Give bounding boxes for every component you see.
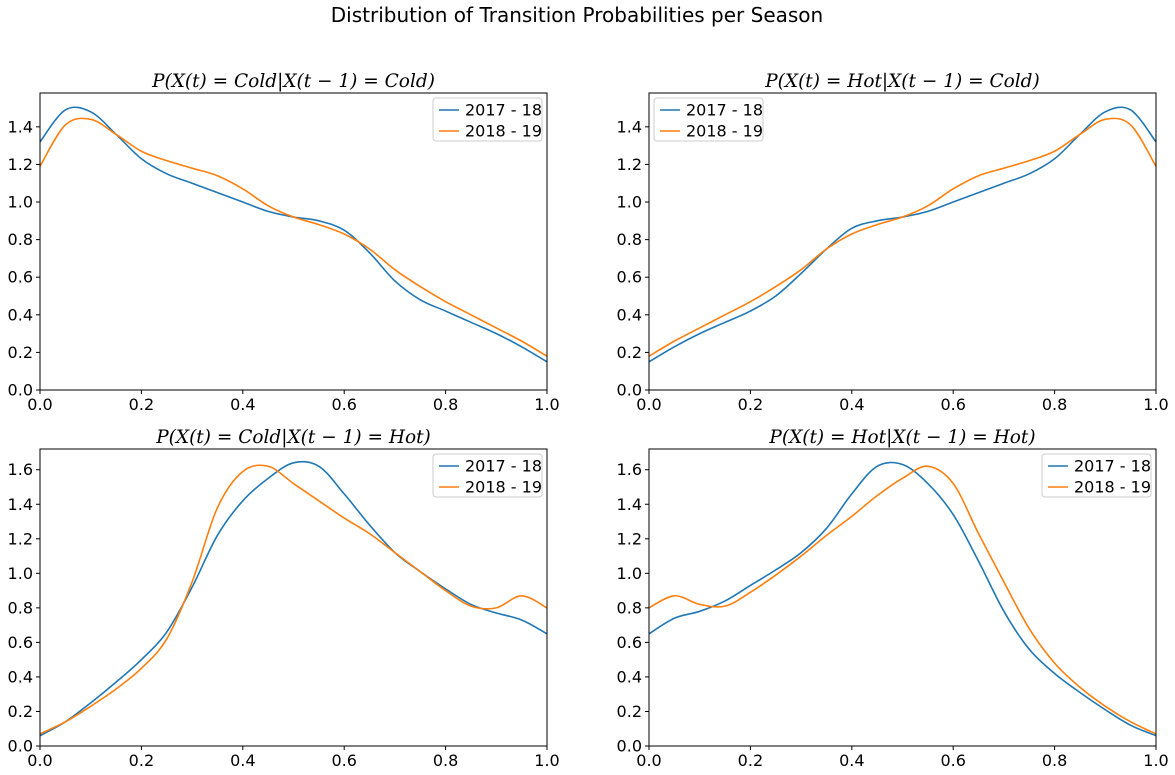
- x-tick-label: 0.6: [331, 751, 356, 770]
- y-tick-label: 1.4: [617, 117, 642, 136]
- x-tick-label: 0.2: [129, 395, 154, 414]
- x-tick-label: 0.2: [738, 395, 763, 414]
- y-tick-label: 0.4: [617, 667, 642, 686]
- y-tick-label: 1.6: [8, 460, 33, 479]
- legend-box: [432, 453, 543, 498]
- x-tick-label: 0.6: [940, 395, 965, 414]
- legend-label-2: 2018 - 19: [686, 122, 763, 141]
- subplot-title: P(X(t) = Hot|X(t − 1) = Cold): [764, 71, 1040, 92]
- y-tick-label: 0.4: [8, 305, 33, 324]
- subplot-1: P(X(t) = Cold|X(t − 1) = Cold) 0.0 0.2 0.4 0…: [8, 71, 560, 414]
- x-tick-label: 1.0: [534, 395, 559, 414]
- y-tick-label: 0.0: [8, 381, 33, 400]
- y-tick-label: 0.2: [617, 702, 642, 721]
- legend-label-1: 2017 - 18: [1074, 457, 1151, 476]
- y-tick-label: 0.6: [8, 268, 33, 287]
- series-line-1: [649, 461, 1156, 737]
- series-line-2: [649, 465, 1156, 735]
- y-tick-label: 1.0: [617, 564, 642, 583]
- legend: 2017 - 18 2018 - 19: [432, 97, 543, 142]
- x-tick-label: 0.4: [839, 751, 864, 770]
- x-tick-label: 0.0: [636, 751, 661, 770]
- y-tick-label: 0.6: [617, 633, 642, 652]
- series-line-2: [40, 464, 547, 735]
- legend-label-1: 2017 - 18: [686, 101, 763, 120]
- x-tick-label: 0.4: [839, 395, 864, 414]
- x-tick-label: 0.2: [738, 751, 763, 770]
- x-tick-label: 0.2: [129, 751, 154, 770]
- legend-box: [1041, 453, 1152, 498]
- y-tick-label: 0.8: [617, 230, 642, 249]
- y-tick-label: 0.8: [8, 230, 33, 249]
- y-tick-label: 1.4: [8, 117, 33, 136]
- y-tick-label: 1.2: [8, 155, 33, 174]
- y-tick-label: 1.2: [617, 155, 642, 174]
- y-tick-label: 0.0: [8, 737, 33, 756]
- y-tick-label: 0.0: [617, 381, 642, 400]
- x-tick-label: 0.6: [940, 751, 965, 770]
- y-tick-label: 0.6: [617, 268, 642, 287]
- series-line-1: [40, 460, 547, 737]
- x-tick-label: 1.0: [1143, 751, 1168, 770]
- x-tick-label: 0.4: [230, 395, 255, 414]
- y-tick-label: 1.2: [8, 529, 33, 548]
- legend: 2017 - 18 2018 - 19: [1041, 453, 1152, 498]
- axes-frame: [648, 448, 1157, 747]
- y-tick-label: 0.2: [8, 702, 33, 721]
- x-tick-label: 1.0: [534, 751, 559, 770]
- y-tick-label: 0.2: [8, 343, 33, 362]
- y-tick-label: 1.4: [617, 495, 642, 514]
- y-tick-label: 0.0: [617, 737, 642, 756]
- figure-title: Distribution of Transition Probabilities…: [331, 3, 823, 27]
- x-tick-label: 1.0: [1143, 395, 1168, 414]
- axes-frame: [648, 92, 1157, 391]
- x-tick-label: 0.8: [1042, 395, 1067, 414]
- x-tick-label: 0.8: [433, 395, 458, 414]
- legend-label-2: 2018 - 19: [465, 122, 542, 141]
- legend-label-2: 2018 - 19: [465, 478, 542, 497]
- x-tick-label: 0.6: [331, 395, 356, 414]
- legend-label-1: 2017 - 18: [465, 457, 542, 476]
- x-tick-label: 0.8: [1042, 751, 1067, 770]
- subplot-4: P(X(t) = Hot|X(t − 1) = Hot) 0.0 0.2 0.4 0.6…: [617, 427, 1169, 770]
- x-tick-label: 0.0: [27, 395, 52, 414]
- y-tick-label: 0.6: [8, 633, 33, 652]
- axes-frame: [39, 448, 548, 747]
- subplot-3: P(X(t) = Cold|X(t − 1) = Hot) 0.0 0.2 0.4 0.…: [8, 427, 560, 770]
- legend-label-1: 2017 - 18: [465, 101, 542, 120]
- y-tick-label: 1.2: [617, 529, 642, 548]
- y-tick-label: 0.8: [8, 598, 33, 617]
- y-tick-label: 1.0: [8, 193, 33, 212]
- series-line-2: [40, 117, 547, 357]
- y-tick-label: 1.0: [617, 193, 642, 212]
- legend: 2017 - 18 2018 - 19: [653, 97, 764, 142]
- legend-box: [432, 97, 543, 142]
- y-tick-label: 1.6: [617, 460, 642, 479]
- x-tick-label: 0.0: [27, 751, 52, 770]
- subplot-title: P(X(t) = Cold|X(t − 1) = Hot): [155, 427, 431, 448]
- subplot-grid: P(X(t) = Cold|X(t − 1) = Cold) 0.0 0.2 0.4 0…: [8, 71, 1169, 770]
- subplot-title: P(X(t) = Hot|X(t − 1) = Hot): [768, 427, 1035, 448]
- y-tick-label: 1.0: [8, 564, 33, 583]
- legend-label-2: 2018 - 19: [1074, 478, 1151, 497]
- series-line-2: [649, 117, 1156, 357]
- y-tick-label: 0.4: [617, 305, 642, 324]
- y-tick-label: 0.2: [617, 343, 642, 362]
- x-tick-label: 0.4: [230, 751, 255, 770]
- legend: 2017 - 18 2018 - 19: [432, 453, 543, 498]
- y-tick-label: 0.4: [8, 667, 33, 686]
- x-tick-label: 0.8: [433, 751, 458, 770]
- y-tick-label: 0.8: [617, 598, 642, 617]
- legend-box: [653, 97, 764, 142]
- x-tick-label: 0.0: [636, 395, 661, 414]
- y-tick-label: 1.4: [8, 495, 33, 514]
- axes-frame: [39, 92, 548, 391]
- subplot-2: P(X(t) = Hot|X(t − 1) = Cold) 0.0 0.2 0.4 0.…: [617, 71, 1169, 414]
- subplot-title: P(X(t) = Cold|X(t − 1) = Cold): [151, 71, 435, 92]
